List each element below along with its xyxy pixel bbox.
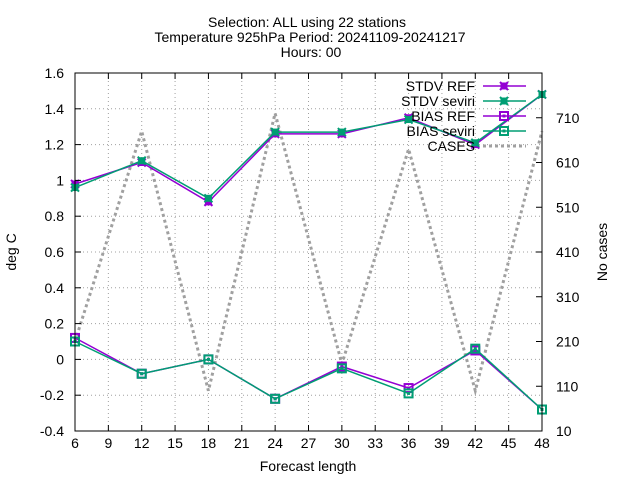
data-point (502, 114, 506, 118)
series-bias-seviri (70, 336, 547, 415)
title-line-2: Temperature 925hPa Period: 20241109-2024… (154, 29, 465, 45)
legend-label: STDV REF (406, 78, 475, 94)
x-tick-label: 39 (434, 435, 450, 451)
data-point (499, 126, 509, 136)
x-tick-label: 21 (234, 435, 250, 451)
x-tick-label: 36 (401, 435, 417, 451)
y-tick-label: 0 (56, 351, 64, 367)
y2-tick-label: 210 (556, 334, 580, 350)
data-point (405, 116, 413, 124)
legend-label: CASES (428, 138, 475, 154)
legend-label: BIAS REF (411, 108, 475, 124)
data-point (470, 343, 481, 354)
x-tick-label: 48 (534, 435, 550, 451)
data-point (502, 129, 506, 133)
data-point (403, 388, 414, 399)
y-tick-label: 1.4 (45, 101, 65, 117)
y-tick-label: 0.8 (45, 208, 65, 224)
x-tick-label: 45 (501, 435, 517, 451)
x-tick-label: 9 (104, 435, 112, 451)
x-tick-label: 24 (267, 435, 283, 451)
legend-label: BIAS seviri (407, 123, 475, 139)
y2-axis: 10 110 210 310 410 510 610 710 (536, 110, 580, 439)
x-tick-label: 18 (201, 435, 217, 451)
data-point (473, 347, 477, 351)
y-tick-label: 1.6 (45, 65, 65, 81)
data-point (204, 198, 212, 206)
data-point (204, 194, 212, 202)
data-point (473, 348, 477, 352)
y2-tick-label: 410 (556, 244, 580, 260)
data-point (499, 111, 509, 121)
data-point (407, 391, 411, 395)
y-tick-label: 0.4 (45, 280, 65, 296)
data-point (500, 82, 508, 90)
data-point (471, 139, 479, 147)
x-tick-label: 30 (334, 435, 350, 451)
x-tick-label: 42 (467, 435, 483, 451)
series-line (74, 93, 543, 203)
data-point (136, 368, 147, 379)
y2-tick-label: 10 (556, 423, 572, 439)
data-point (338, 128, 346, 136)
y-tick-label: 0.2 (45, 316, 65, 332)
series-line (74, 340, 543, 411)
x-tick-label: 12 (134, 435, 150, 451)
y2-tick-label: 310 (556, 289, 580, 305)
series-line (74, 93, 543, 200)
data-point (273, 397, 277, 401)
y-tick-label: 0.6 (45, 244, 65, 260)
y-tick-label: 1.2 (45, 137, 65, 153)
data-point (271, 128, 279, 136)
data-point (206, 357, 210, 361)
data-point (336, 363, 347, 374)
x-tick-label: 27 (301, 435, 317, 451)
data-point (138, 157, 146, 165)
x-tick-label: 15 (167, 435, 183, 451)
data-point (340, 365, 344, 369)
data-point (500, 97, 508, 105)
x-axis-label: Forecast length (260, 458, 357, 474)
series-cases (73, 112, 544, 397)
y-axis-label: deg C (3, 233, 19, 270)
data-point (140, 372, 144, 376)
title-line-1: Selection: ALL using 22 stations (208, 14, 406, 30)
y-tick-label: -0.4 (40, 423, 64, 439)
x-axis: 6 9 12 15 18 21 24 27 30 33 36 39 42 45 48 (71, 73, 550, 451)
data-point (203, 354, 214, 365)
x-tick-label: 6 (71, 435, 79, 451)
chart-title: Selection: ALL using 22 stations Tempera… (154, 14, 465, 60)
legend-label: STDV seviri (401, 93, 475, 109)
data-point (270, 393, 281, 404)
y2-tick-label: 510 (556, 199, 580, 215)
y2-axis-label: No cases (594, 223, 610, 281)
x-tick-label: 33 (367, 435, 383, 451)
y-axis: -0.4 -0.2 0 0.2 0.4 0.6 0.8 1 1.2 1.4 1.6 (40, 65, 81, 439)
y2-tick-label: 610 (556, 155, 580, 171)
y2-tick-label: 710 (556, 110, 580, 126)
title-line-3: Hours: 00 (281, 44, 342, 60)
y2-tick-label: 110 (556, 378, 579, 394)
y-tick-label: 1 (56, 172, 64, 188)
y-tick-label: -0.2 (40, 387, 64, 403)
series-line (73, 112, 544, 397)
data-point (407, 386, 411, 390)
data-point (340, 366, 344, 370)
